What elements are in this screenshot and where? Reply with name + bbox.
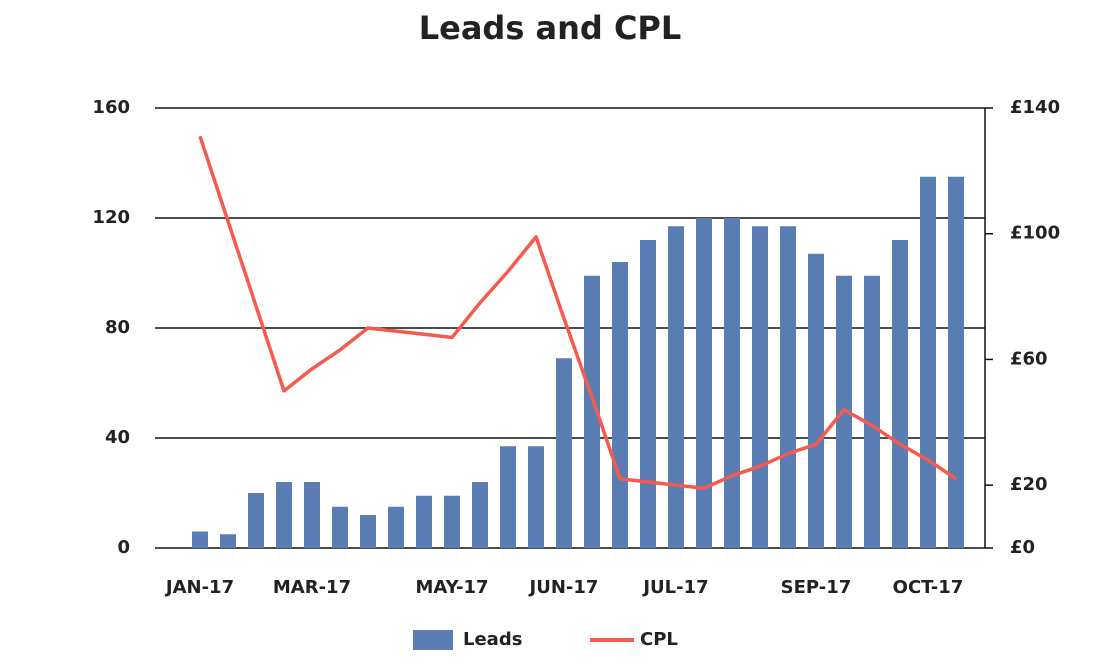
bar <box>388 506 404 548</box>
x-tick-label: MAR-17 <box>273 577 351 598</box>
y2-tick-label: £60 <box>1010 348 1048 369</box>
x-tick-label: JUN-17 <box>528 577 599 598</box>
bar <box>640 240 656 548</box>
bar <box>780 226 796 548</box>
bar <box>920 176 936 548</box>
y-tick-label: 160 <box>92 97 130 118</box>
x-tick-label: MAY-17 <box>415 577 488 598</box>
y2-tick-label: £140 <box>1010 97 1060 118</box>
bar <box>892 240 908 548</box>
y-tick-label: 0 <box>117 537 130 558</box>
x-tick-label: SEP-17 <box>781 577 852 598</box>
y-tick-label: 40 <box>105 427 130 448</box>
bar <box>192 531 208 548</box>
chart-title: Leads and CPL <box>419 9 682 47</box>
bar <box>332 506 348 548</box>
bar <box>248 493 264 548</box>
bar <box>220 534 236 548</box>
bar <box>752 226 768 548</box>
bar <box>612 262 628 548</box>
legend-swatch <box>413 630 453 650</box>
legend-label: Leads <box>463 629 522 650</box>
y2-tick-label: £100 <box>1010 223 1060 244</box>
bar <box>696 218 712 548</box>
bar <box>304 482 320 548</box>
bar <box>472 482 488 548</box>
bar <box>724 218 740 548</box>
bar <box>276 482 292 548</box>
bar <box>584 275 600 548</box>
bar <box>528 446 544 548</box>
x-tick-label: JAN-17 <box>164 577 234 598</box>
y2-tick-label: £0 <box>1010 537 1035 558</box>
bar <box>444 495 460 548</box>
y-tick-label: 80 <box>105 317 130 338</box>
legend-label: CPL <box>640 629 678 650</box>
bar <box>556 358 572 548</box>
bar <box>360 515 376 548</box>
line <box>198 135 957 491</box>
bar <box>948 176 964 548</box>
x-tick-label: JUL-17 <box>641 577 708 598</box>
y-tick-label: 120 <box>92 207 130 228</box>
bar <box>864 275 880 548</box>
y2-tick-label: £20 <box>1010 474 1048 495</box>
bar <box>668 226 684 548</box>
bar <box>500 446 516 548</box>
x-tick-label: OCT-17 <box>893 577 964 598</box>
bar <box>416 495 432 548</box>
bar <box>808 253 824 548</box>
